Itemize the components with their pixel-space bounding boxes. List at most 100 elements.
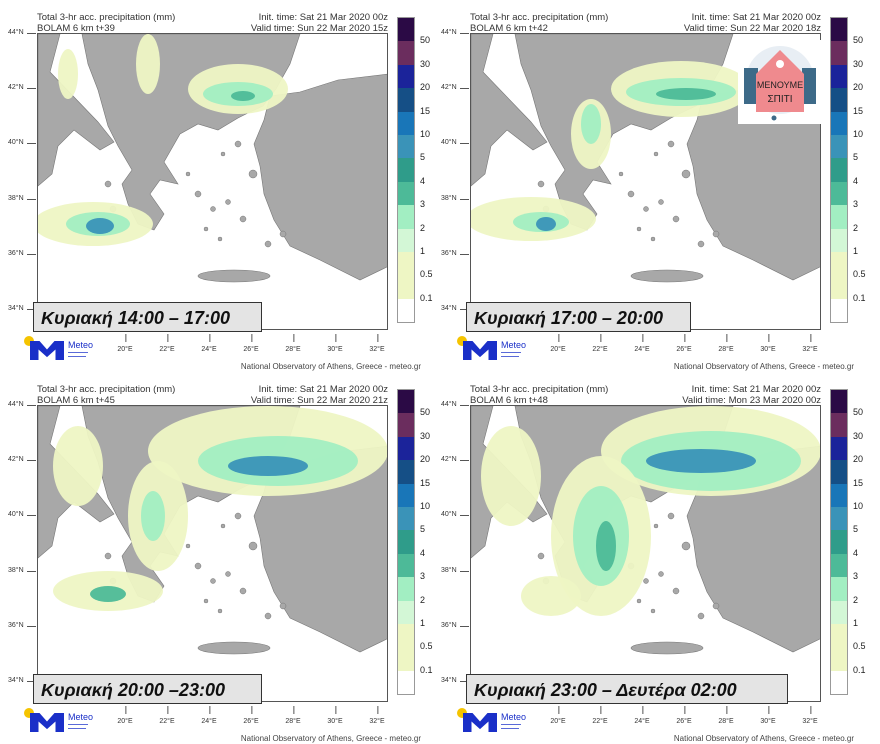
- lon-label: 22°E: [159, 334, 175, 353]
- colorbar-label: 3: [853, 199, 859, 210]
- colorbar-label: 3: [420, 199, 426, 210]
- colorbar-swatch: [398, 158, 414, 182]
- colorbar-label: 20: [420, 82, 431, 93]
- colorbar-swatch: [398, 18, 414, 42]
- colorbar-label: 0.5: [853, 269, 866, 280]
- lat-label: 42°N: [441, 456, 469, 463]
- lon-label: 32°E: [369, 334, 385, 353]
- colorbar-label: 3: [420, 571, 426, 582]
- precip-area: [58, 49, 78, 99]
- lat-label: 44°N: [441, 29, 469, 36]
- panel-title: Total 3-hr acc. precipitation (mm) BOLAM …: [470, 12, 609, 34]
- panel-times: Init. time: Sat 21 Mar 2020 00z Valid tim…: [250, 384, 388, 406]
- colorbar-label: 2: [420, 594, 426, 605]
- precip-area: [596, 521, 616, 571]
- colorbar-label: 1: [420, 618, 426, 628]
- colorbar-swatch: [398, 275, 414, 299]
- lat-label: 38°N: [8, 195, 36, 202]
- colorbar-label: 2: [853, 594, 859, 605]
- colorbar-label: 10: [853, 501, 864, 511]
- colorbar: [830, 17, 848, 324]
- lon-label: 20°E: [550, 334, 566, 353]
- panel-times: Init. time: Sat 21 Mar 2020 00z Valid tim…: [682, 384, 821, 406]
- lon-label: 28°E: [285, 334, 301, 353]
- lat-label: 34°N: [8, 305, 36, 312]
- precip-area: [136, 34, 160, 94]
- lon-label: 20°E: [550, 706, 566, 725]
- lon-label: 32°E: [802, 706, 818, 725]
- colorbar-label: 5: [853, 524, 859, 535]
- colorbar-label: 20: [853, 82, 864, 93]
- colorbar-swatch: [398, 205, 414, 229]
- colorbar-swatch: [398, 600, 414, 624]
- colorbar-swatch: [398, 413, 414, 437]
- colorbar-label: 0.5: [420, 269, 433, 280]
- colorbar-swatch: [831, 158, 847, 182]
- lat-label: 42°N: [441, 84, 469, 91]
- lat-label: 44°N: [8, 401, 36, 408]
- colorbar-swatch: [831, 88, 847, 112]
- lon-label: 20°E: [117, 334, 133, 353]
- precip-map: [470, 405, 821, 702]
- colorbar: [397, 389, 415, 696]
- lat-label: 34°N: [441, 305, 469, 312]
- colorbar-swatch: [398, 647, 414, 671]
- colorbar-swatch: [398, 111, 414, 135]
- colorbar-label: 2: [420, 222, 426, 233]
- colorbar-swatch: [398, 670, 414, 695]
- colorbar-label: 0.5: [420, 641, 433, 652]
- lat-label: 36°N: [8, 250, 36, 257]
- colorbar-swatch: [831, 436, 847, 461]
- colorbar-swatch: [398, 298, 414, 323]
- lat-label: 42°N: [8, 84, 36, 91]
- colorbar-label: 5: [420, 152, 426, 163]
- precip-map: [37, 405, 388, 702]
- lat-label: 34°N: [8, 677, 36, 684]
- colorbar-swatch: [398, 228, 414, 252]
- lat-label: 36°N: [8, 622, 36, 629]
- credit-text: National Observatory of Athens, Greece -…: [240, 362, 421, 371]
- lon-label: 22°E: [592, 706, 608, 725]
- meteo-logo: Meteo: [24, 708, 104, 734]
- precip-map: [37, 33, 388, 330]
- colorbar-label: 20: [420, 454, 431, 465]
- colorbar-swatch: [831, 251, 847, 276]
- precip-area: [228, 456, 308, 476]
- time-caption: Κυριακή 17:00 – 20:00: [466, 302, 691, 332]
- colorbar-swatch: [831, 553, 847, 578]
- lon-label: 26°E: [676, 334, 692, 353]
- colorbar-swatch: [398, 134, 414, 159]
- colorbar-swatch: [831, 181, 847, 206]
- colorbar: [830, 389, 848, 696]
- colorbar-swatch: [831, 623, 847, 648]
- lat-label: 38°N: [441, 195, 469, 202]
- colorbar-swatch: [831, 205, 847, 229]
- colorbar-swatch: [831, 298, 847, 323]
- panel-title: Total 3-hr acc. precipitation (mm) BOLAM …: [37, 12, 176, 34]
- colorbar-label: 50: [420, 407, 431, 418]
- colorbar-swatch: [831, 228, 847, 252]
- colorbar-label: 30: [853, 58, 864, 69]
- colorbar-label: 50: [853, 35, 864, 46]
- colorbar-label: 0.5: [853, 641, 866, 652]
- colorbar-label: 10: [420, 129, 431, 139]
- colorbar-swatch: [831, 413, 847, 437]
- colorbar-swatch: [831, 483, 847, 507]
- lon-label: 30°E: [760, 706, 776, 725]
- lon-label: 30°E: [760, 334, 776, 353]
- colorbar-swatch: [831, 64, 847, 89]
- precip-area: [231, 91, 255, 101]
- colorbar-swatch: [398, 436, 414, 461]
- credit-text: National Observatory of Athens, Greece -…: [673, 362, 854, 371]
- colorbar-label: 20: [853, 454, 864, 465]
- lon-label: 28°E: [285, 706, 301, 725]
- lat-label: 40°N: [8, 511, 36, 518]
- colorbar-label: 1: [853, 618, 859, 628]
- time-caption: Κυριακή 14:00 – 17:00: [33, 302, 262, 332]
- lon-label: 28°E: [718, 334, 734, 353]
- meteo-logo: Meteo: [24, 336, 104, 362]
- colorbar-swatch: [398, 64, 414, 89]
- lon-label: 30°E: [327, 334, 343, 353]
- colorbar-label: 10: [420, 501, 431, 511]
- colorbar-swatch: [831, 111, 847, 135]
